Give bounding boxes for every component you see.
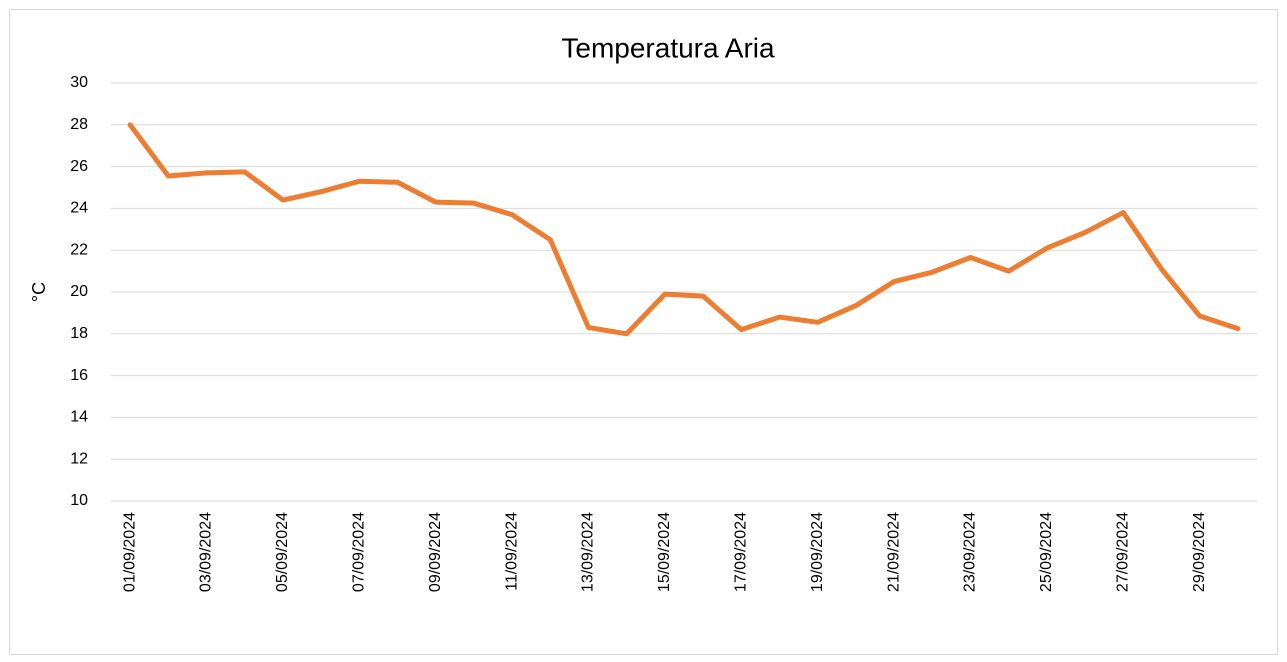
y-tick-label: 22 [70,241,88,258]
data-line [127,122,1241,337]
x-tick-label: 07/09/2024 [351,512,368,592]
x-tick-label: 19/09/2024 [809,512,826,592]
y-tick-label: 18 [70,325,88,342]
y-tick-label: 12 [70,450,88,467]
y-tick-label: 28 [70,116,88,133]
y-tick-label: 16 [70,367,88,384]
chart-frame [9,9,1278,655]
x-tick-label: 03/09/2024 [198,512,215,592]
x-tick-label: 29/09/2024 [1191,512,1208,592]
y-tick-label: 24 [70,200,88,217]
y-tick-label: 30 [70,74,88,91]
x-tick-label: 11/09/2024 [503,512,520,591]
x-tick-label: 27/09/2024 [1115,512,1132,592]
x-tick-label: 05/09/2024 [274,512,291,592]
y-axis-label: °C [29,282,49,302]
chart-title: Temperatura Aria [561,32,775,63]
x-tick-label: 25/09/2024 [1038,512,1055,592]
y-tick-label: 26 [70,158,88,175]
y-tick-label: 14 [70,409,88,426]
x-tick-label: 01/09/2024 [121,512,138,592]
y-tick-label: 10 [70,492,88,509]
x-tick-label: 17/09/2024 [733,512,750,592]
x-tick-label: 21/09/2024 [885,512,902,592]
x-tick-label: 15/09/2024 [656,512,673,592]
x-tick-label: 09/09/2024 [427,512,444,592]
y-tick-label: 20 [70,283,88,300]
x-tick-label: 13/09/2024 [580,512,597,592]
x-tick-label: 23/09/2024 [962,512,979,592]
